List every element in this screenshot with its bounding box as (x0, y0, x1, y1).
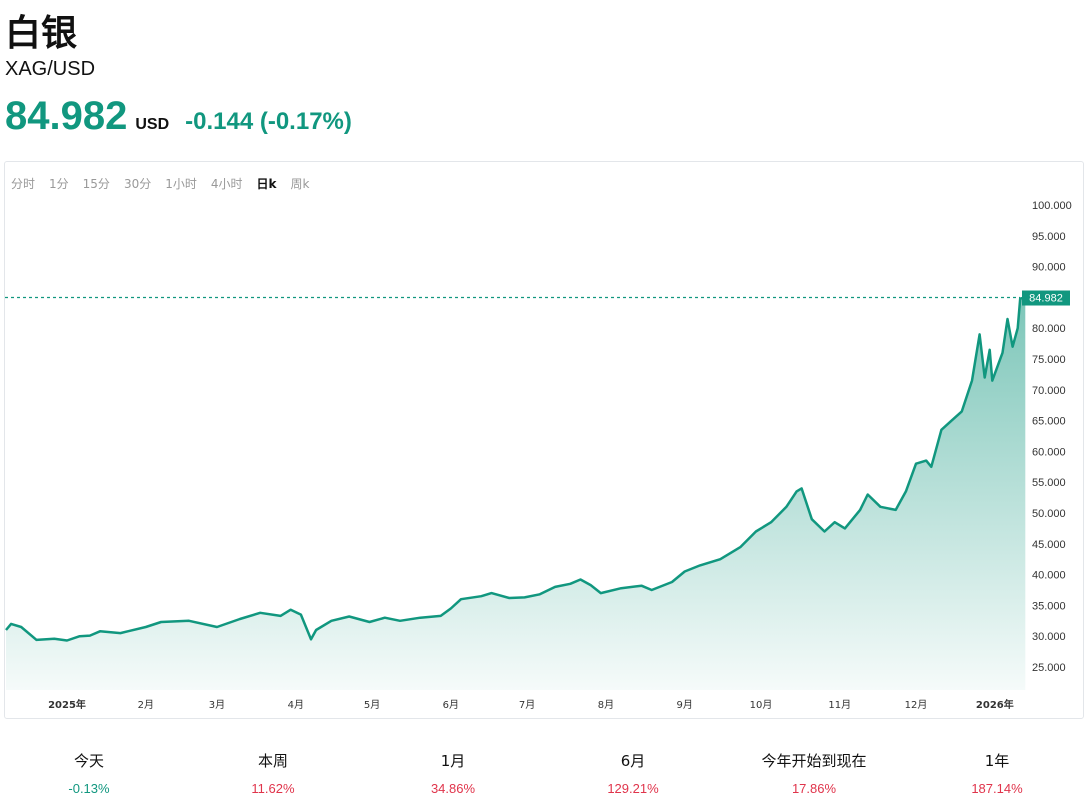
x-tick-label: 10月 (750, 699, 773, 711)
y-tick-label: 100.000 (1032, 200, 1072, 212)
tab-7[interactable]: 周k (290, 177, 310, 191)
y-tick-label: 95.000 (1032, 231, 1066, 243)
symbol: XAG/USD (5, 58, 96, 80)
stat-label: 6月 (620, 752, 646, 770)
price-line (5, 296, 1026, 642)
tab-4[interactable]: 1小时 (165, 177, 197, 191)
stat-0[interactable]: 今天 -0.13% (9, 750, 169, 796)
x-tick-label: 7月 (519, 699, 535, 711)
x-tick-label: 2月 (138, 699, 154, 711)
tab-3[interactable]: 30分 (123, 177, 152, 191)
interval-tabs: 分时 1分 15分 30分 1小时 4小时 日k 周k (11, 175, 309, 192)
stat-label: 1年 (984, 752, 1010, 770)
stat-3[interactable]: 6月 129.21% (553, 750, 713, 796)
y-tick-label: 90.000 (1032, 262, 1066, 274)
tab-2[interactable]: 15分 (82, 177, 110, 191)
price-chart[interactable]: 84.982 100.000 95.000 90.000 80.000 75.000 70.… (0, 0, 1085, 720)
y-tick-label: 75.000 (1032, 354, 1066, 366)
page-title: 白银 (5, 13, 78, 54)
price-block: 84.982 USD -0.144 (-0.17%) (5, 94, 352, 139)
x-tick-label: 5月 (364, 699, 380, 711)
stat-label: 1月 (440, 752, 466, 770)
x-tick-label: 3月 (209, 699, 225, 711)
stat-1[interactable]: 本周 11.62% (193, 750, 353, 796)
y-tick-label: 55.000 (1032, 477, 1066, 489)
y-tick-label: 25.000 (1032, 662, 1066, 674)
y-tick-label: 40.000 (1032, 570, 1066, 582)
chart-panel: 分时 1分 15分 30分 1小时 4小时 日k 周k (4, 161, 1084, 719)
stat-value: 34.86% (430, 781, 476, 796)
y-tick-label: 50.000 (1032, 508, 1066, 520)
y-tick-label: 80.000 (1032, 323, 1066, 335)
stat-value: 129.21% (607, 781, 659, 796)
price-value: 84.982 (5, 94, 128, 138)
stat-value: -0.13% (68, 781, 110, 796)
x-tick-label: 6月 (443, 699, 459, 711)
stat-label: 本周 (257, 752, 288, 770)
tab-1[interactable]: 1分 (49, 177, 69, 191)
tab-5[interactable]: 4小时 (210, 177, 243, 191)
y-tick-label: 70.000 (1032, 385, 1066, 397)
stat-value: 11.62% (251, 781, 295, 796)
x-tick-label: 4月 (288, 699, 304, 711)
x-tick-label: 2025年 (48, 698, 86, 711)
x-tick-label: 9月 (677, 699, 693, 711)
stat-value: 187.14% (971, 781, 1023, 796)
x-tick-label: 12月 (905, 699, 928, 711)
x-tick-label: 11月 (828, 699, 851, 711)
stat-2[interactable]: 1月 34.86% (373, 750, 533, 796)
price-change: -0.144 (-0.17%) (185, 108, 352, 135)
price-currency: USD (135, 116, 170, 133)
y-tick-label: 35.000 (1032, 600, 1066, 612)
tab-0[interactable]: 分时 (11, 177, 36, 191)
price-area (5, 297, 1026, 690)
current-price-badge (1022, 290, 1070, 306)
stat-4[interactable]: 今年开始到现在 17.86% (734, 750, 894, 796)
stat-value: 17.86% (791, 781, 837, 796)
stat-5[interactable]: 1年 187.14% (917, 750, 1077, 796)
stat-label: 今年开始到现在 (761, 752, 867, 770)
x-tick-label: 2026年 (976, 698, 1014, 711)
y-tick-label: 65.000 (1032, 416, 1066, 428)
y-tick-label: 60.000 (1032, 446, 1066, 458)
current-price-label: 84.982 (1029, 293, 1063, 305)
x-tick-label: 8月 (598, 699, 614, 711)
y-tick-label: 30.000 (1032, 631, 1066, 643)
stat-label: 今天 (73, 752, 104, 770)
y-tick-label: 45.000 (1032, 539, 1066, 551)
tab-6[interactable]: 日k (256, 177, 277, 191)
